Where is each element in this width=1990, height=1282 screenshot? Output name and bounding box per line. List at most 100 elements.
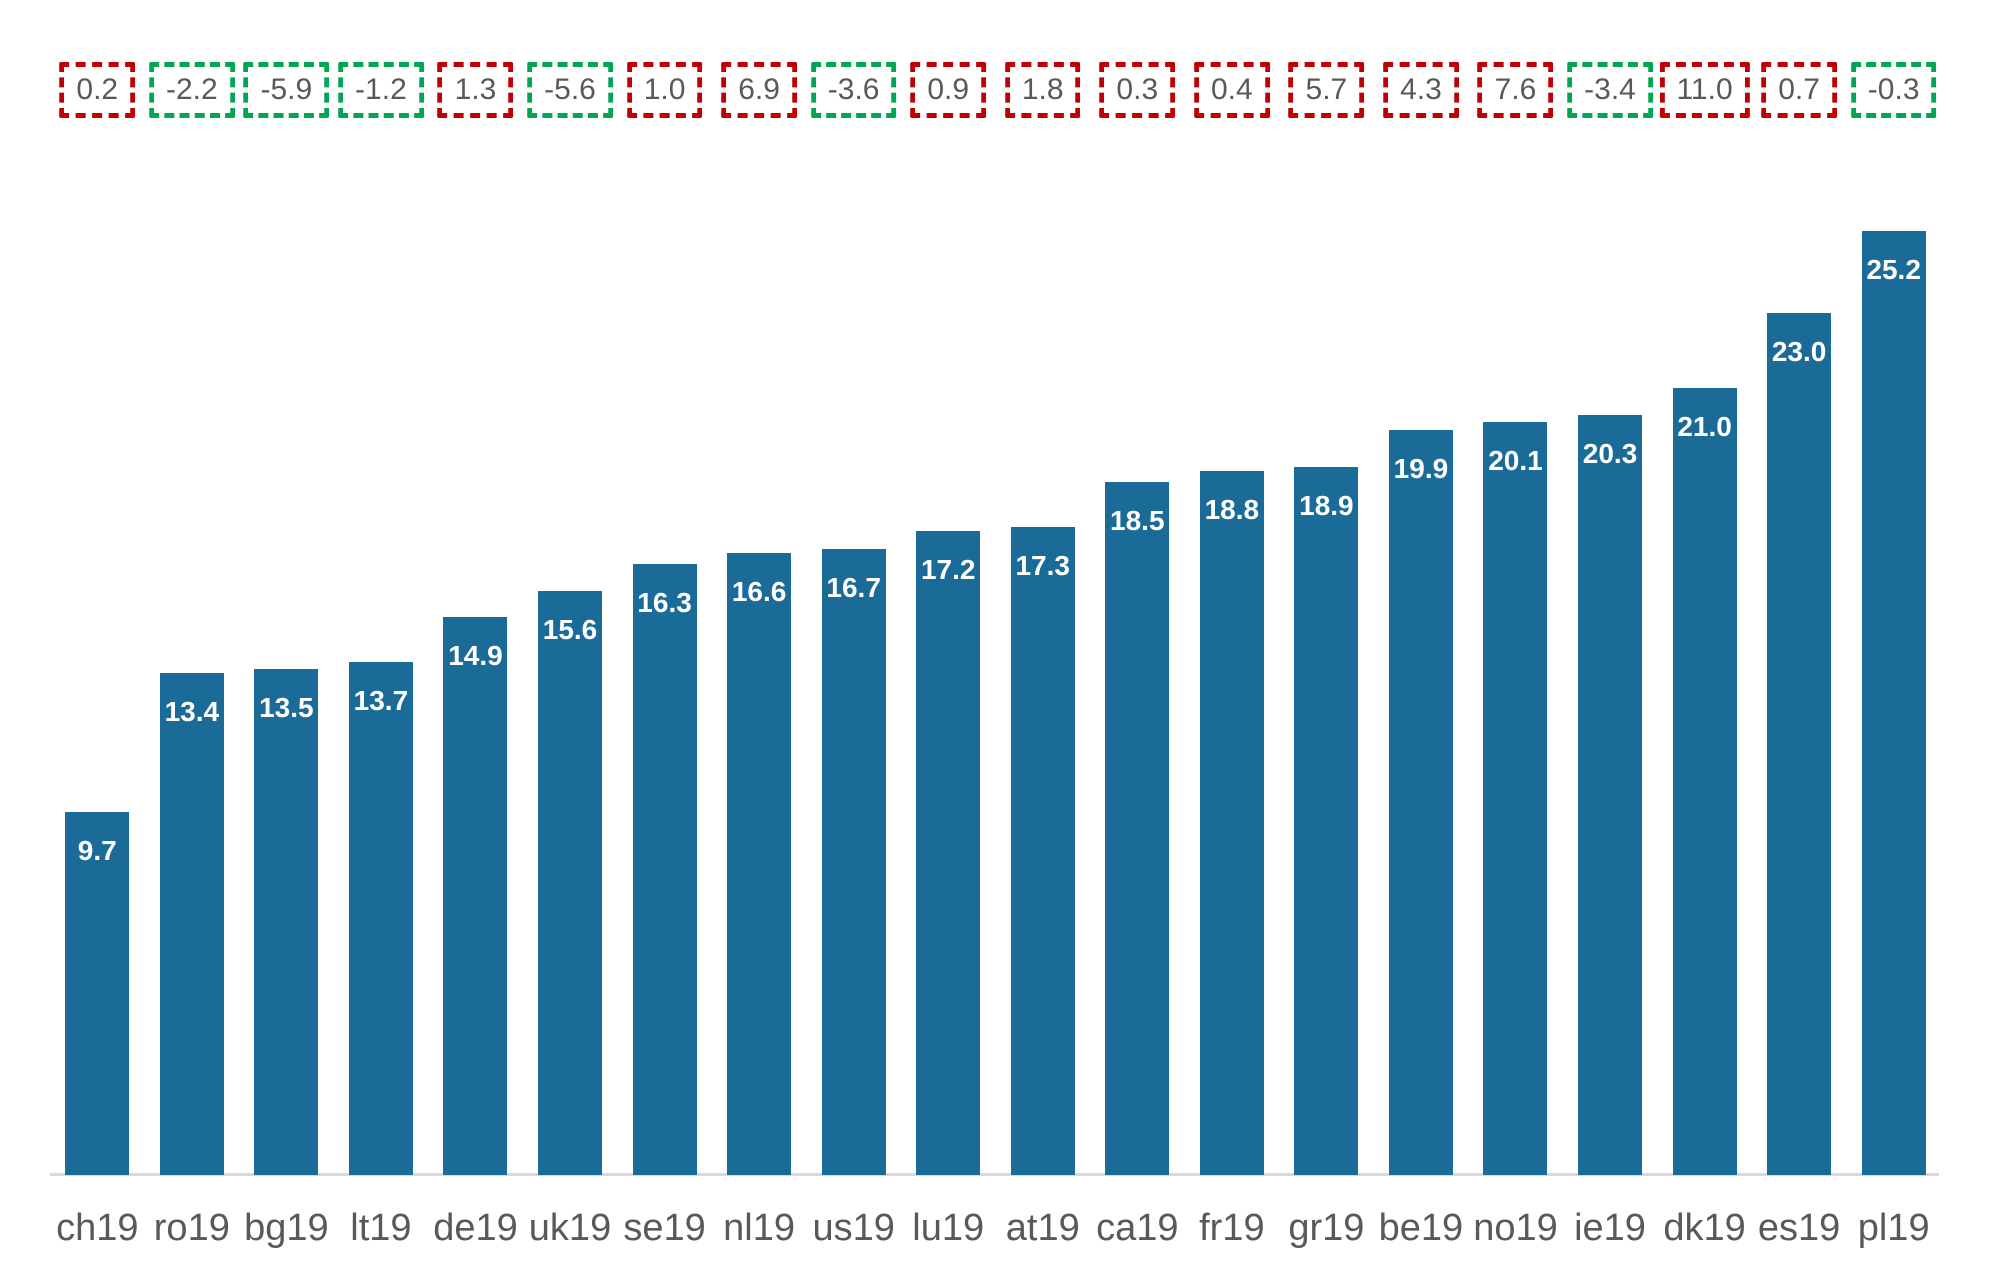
chart-column-nl19: 6.9 16.6 nl19	[712, 0, 807, 1282]
bar: 18.5	[1105, 482, 1170, 1175]
bar: 18.9	[1294, 467, 1359, 1175]
delta-badge: -0.3	[1850, 62, 1937, 118]
bar: 21.0	[1672, 388, 1737, 1175]
bar: 16.3	[632, 564, 697, 1175]
bar-value-label: 13.5	[259, 692, 314, 723]
bar-value-label: 20.1	[1488, 445, 1543, 476]
x-axis-label: be19	[1378, 1207, 1464, 1249]
chart-column-us19: -3.6 16.7 us19	[806, 0, 901, 1282]
x-axis-label: pl19	[1857, 1207, 1930, 1249]
delta-badge: -3.4	[1567, 62, 1653, 118]
chart-column-dk19: 11.0 21.0 dk19	[1657, 0, 1752, 1282]
bar-value-label: 13.7	[353, 685, 409, 716]
x-axis-label: bg19	[244, 1207, 329, 1249]
bar-value-label: 19.9	[1393, 453, 1449, 484]
x-axis-label: us19	[812, 1207, 895, 1249]
delta-badge: -5.6	[527, 62, 613, 118]
bar-value-label: 23.0	[1771, 336, 1827, 367]
x-axis-label: ie19	[1574, 1207, 1646, 1249]
delta-badge: 0.7	[1761, 62, 1837, 118]
delta-badge: 1.0	[626, 62, 703, 118]
bar: 15.6	[538, 591, 602, 1175]
x-axis-label: dk19	[1663, 1207, 1746, 1249]
bar: 17.3	[1010, 527, 1075, 1175]
delta-badge: -2.2	[148, 62, 235, 118]
bar-value-label: 18.9	[1299, 490, 1354, 521]
delta-badge: 6.9	[721, 62, 797, 118]
bar-value-label: 18.5	[1110, 505, 1165, 536]
bar-value-label: 16.6	[731, 576, 787, 607]
chart-column-es19: 0.7 23.0 es19	[1752, 0, 1847, 1282]
x-axis-label: se19	[623, 1207, 706, 1249]
chart-column-gr19: 5.7 18.9 gr19	[1279, 0, 1374, 1282]
chart-column-ch19: 0.2 9.7 ch19	[50, 0, 145, 1282]
bar-value-label: 13.4	[164, 696, 220, 727]
x-axis-label: ca19	[1096, 1207, 1179, 1249]
delta-badge: 1.8	[1004, 62, 1081, 118]
bar-value-label: 18.8	[1204, 494, 1260, 525]
delta-badge: 11.0	[1659, 62, 1750, 118]
bar-value-label: 21.0	[1677, 411, 1732, 442]
chart-column-be19: 4.3 19.9 be19	[1374, 0, 1469, 1282]
bar-value-label: 20.3	[1582, 438, 1638, 469]
chart-column-at19: 1.8 17.3 at19	[995, 0, 1090, 1282]
chart-column-de19: 1.3 14.9 de19	[428, 0, 523, 1282]
chart-column-ro19: -2.2 13.4 ro19	[145, 0, 240, 1282]
chart-column-lt19: -1.2 13.7 lt19	[334, 0, 429, 1282]
chart-column-lu19: 0.9 17.2 lu19	[901, 0, 996, 1282]
bar: 13.4	[159, 673, 224, 1175]
bar-value-label: 16.3	[637, 587, 692, 618]
bar: 17.2	[916, 531, 981, 1175]
bar-value-label: 17.3	[1015, 550, 1070, 581]
bar: 19.9	[1388, 430, 1453, 1175]
x-axis-label: lt19	[350, 1207, 412, 1249]
delta-badge: -1.2	[338, 62, 424, 118]
x-axis-label: gr19	[1288, 1207, 1365, 1249]
bar: 13.7	[348, 662, 413, 1175]
x-axis-label: nl19	[723, 1207, 796, 1249]
x-axis-label: es19	[1757, 1207, 1841, 1249]
bar: 20.3	[1578, 415, 1643, 1175]
bar: 23.0	[1767, 313, 1832, 1175]
x-axis-label: uk19	[528, 1207, 612, 1249]
bar-value-label: 17.2	[920, 554, 976, 585]
bar: 16.6	[727, 553, 792, 1175]
chart-column-ie19: -3.4 20.3 ie19	[1563, 0, 1658, 1282]
chart-column-uk19: -5.6 15.6 uk19	[523, 0, 618, 1282]
chart-column-bg19: -5.9 13.5 bg19	[239, 0, 334, 1282]
bar: 20.1	[1483, 422, 1548, 1175]
delta-badge: -5.9	[243, 62, 330, 118]
delta-badge: 5.7	[1288, 62, 1365, 118]
bar: 13.5	[254, 669, 319, 1175]
x-axis-label: fr19	[1199, 1207, 1265, 1249]
bar-value-label: 16.7	[826, 572, 881, 603]
x-axis-label: lu19	[912, 1207, 985, 1249]
delta-badge: 0.4	[1193, 62, 1270, 118]
delta-badge: 0.2	[59, 62, 136, 118]
bar: 14.9	[443, 617, 508, 1175]
delta-badge: 1.3	[437, 62, 514, 118]
bar-value-label: 14.9	[448, 640, 503, 671]
bar-value-label: 15.6	[542, 614, 598, 645]
chart-column-no19: 7.6 20.1 no19	[1468, 0, 1563, 1282]
delta-badge: 0.9	[910, 62, 987, 118]
delta-badge: 0.3	[1099, 62, 1176, 118]
x-axis-label: at19	[1005, 1207, 1080, 1249]
chart-column-ca19: 0.3 18.5 ca19	[1090, 0, 1185, 1282]
delta-badge: -3.6	[810, 62, 897, 118]
chart-column-se19: 1.0 16.3 se19	[617, 0, 712, 1282]
x-axis-label: no19	[1473, 1207, 1558, 1249]
bar: 9.7	[65, 812, 130, 1175]
x-axis-line	[50, 1173, 1939, 1176]
x-axis-label: de19	[433, 1207, 518, 1249]
bar-value-label: 25.2	[1866, 254, 1921, 285]
x-axis-label: ro19	[153, 1207, 230, 1249]
delta-badge: 4.3	[1383, 62, 1459, 118]
chart-column-pl19: -0.3 25.2 pl19	[1846, 0, 1941, 1282]
bar-value-label: 9.7	[77, 835, 117, 866]
bar: 16.7	[821, 549, 886, 1175]
chart-plot-area: 0.2 9.7 ch19 -2.2 13.4 ro19 -5.9 13.5 bg…	[50, 0, 1941, 1282]
bar: 18.8	[1199, 471, 1264, 1175]
bar: 25.2	[1861, 231, 1926, 1175]
